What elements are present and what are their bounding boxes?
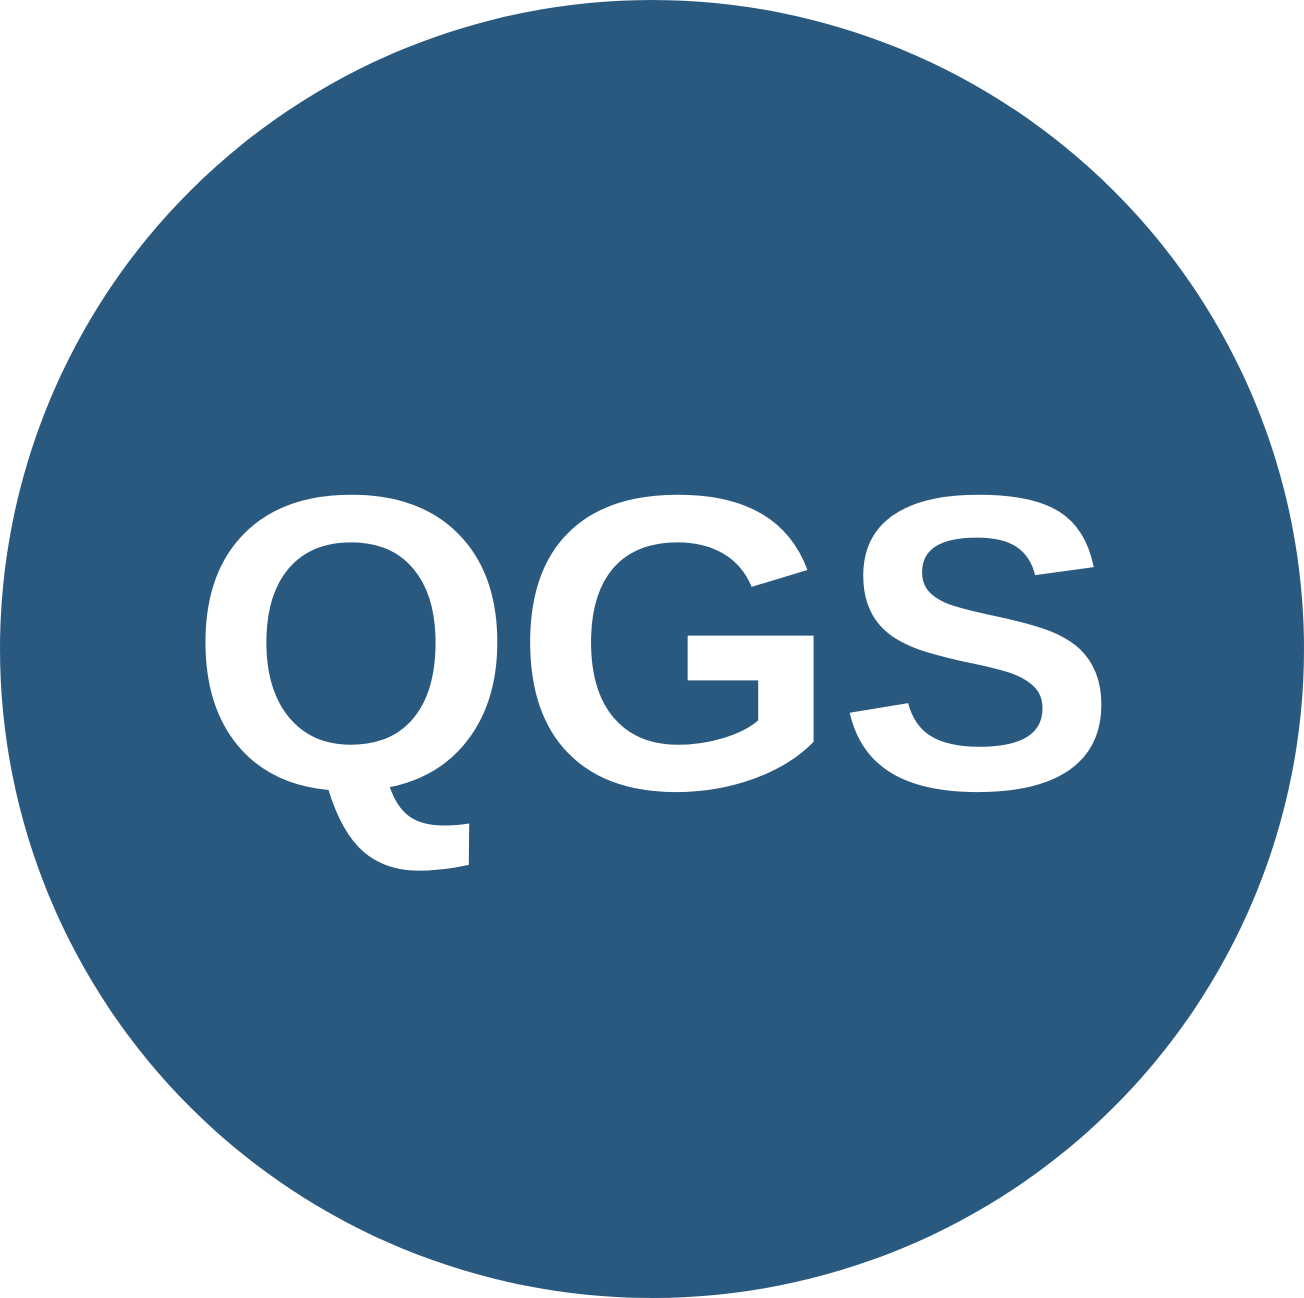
logo-text: QGS	[188, 409, 1118, 878]
